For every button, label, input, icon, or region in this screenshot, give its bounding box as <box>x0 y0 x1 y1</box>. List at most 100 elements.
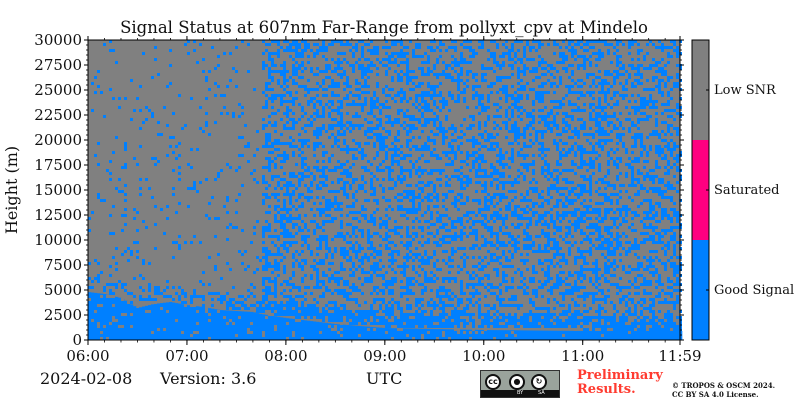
good-signal-cell <box>511 280 514 283</box>
good-signal-cell <box>226 199 229 202</box>
good-signal-cell <box>247 43 250 46</box>
good-signal-cell <box>442 259 445 262</box>
good-signal-cell <box>286 313 289 316</box>
good-signal-cell <box>553 220 556 223</box>
good-signal-cell <box>304 292 307 295</box>
good-signal-cell <box>355 301 358 304</box>
good-signal-cell <box>295 304 298 307</box>
good-signal-cell <box>370 184 373 187</box>
low-snr-cell <box>334 328 337 331</box>
good-signal-cell <box>505 181 508 184</box>
good-signal-cell <box>367 142 370 145</box>
good-signal-cell <box>322 292 325 295</box>
good-signal-cell <box>568 148 571 151</box>
low-snr-cell <box>130 313 133 316</box>
good-signal-column <box>376 327 380 340</box>
good-signal-cell <box>331 313 334 316</box>
good-signal-cell <box>406 304 409 307</box>
good-signal-cell <box>160 208 163 211</box>
good-signal-cell <box>313 298 316 301</box>
good-signal-cell <box>361 256 364 259</box>
good-signal-cell <box>583 109 586 112</box>
good-signal-column <box>331 323 335 340</box>
good-signal-column <box>544 330 548 340</box>
good-signal-cell <box>229 268 232 271</box>
good-signal-cell <box>406 307 409 310</box>
good-signal-cell <box>481 136 484 139</box>
good-signal-cell <box>274 265 277 268</box>
good-signal-cell <box>499 64 502 67</box>
good-signal-cell <box>490 52 493 55</box>
good-signal-cell <box>403 313 406 316</box>
good-signal-cell <box>412 265 415 268</box>
good-signal-cell <box>466 199 469 202</box>
good-signal-cell <box>571 145 574 148</box>
good-signal-cell <box>373 115 376 118</box>
good-signal-cell <box>154 46 157 49</box>
good-signal-cell <box>340 187 343 190</box>
good-signal-cell <box>355 43 358 46</box>
good-signal-cell <box>430 277 433 280</box>
good-signal-cell <box>523 157 526 160</box>
good-signal-cell <box>361 232 364 235</box>
good-signal-cell <box>124 250 127 253</box>
good-signal-cell <box>568 241 571 244</box>
good-signal-cell <box>583 148 586 151</box>
good-signal-column <box>247 311 251 340</box>
good-signal-cell <box>505 121 508 124</box>
good-signal-cell <box>571 64 574 67</box>
good-signal-cell <box>361 52 364 55</box>
good-signal-cell <box>322 55 325 58</box>
good-signal-cell <box>451 238 454 241</box>
good-signal-cell <box>514 325 517 328</box>
good-signal-cell <box>589 40 592 43</box>
good-signal-cell <box>322 172 325 175</box>
good-signal-cell <box>301 76 304 79</box>
good-signal-cell <box>481 106 484 109</box>
good-signal-cell <box>445 184 448 187</box>
good-signal-cell <box>502 250 505 253</box>
good-signal-cell <box>505 124 508 127</box>
good-signal-cell <box>415 100 418 103</box>
good-signal-cell <box>565 310 568 313</box>
good-signal-cell <box>262 232 265 235</box>
good-signal-cell <box>340 208 343 211</box>
good-signal-cell <box>472 49 475 52</box>
good-signal-cell <box>367 199 370 202</box>
good-signal-cell <box>124 223 127 226</box>
good-signal-cell <box>262 247 265 250</box>
good-signal-cell <box>583 160 586 163</box>
good-signal-column <box>550 330 554 340</box>
good-signal-cell <box>511 67 514 70</box>
good-signal-cell <box>484 214 487 217</box>
good-signal-cell <box>151 76 154 79</box>
good-signal-cell <box>385 310 388 313</box>
good-signal-cell <box>199 106 202 109</box>
good-signal-cell <box>313 97 316 100</box>
good-signal-cell <box>268 82 271 85</box>
good-signal-cell <box>139 295 142 298</box>
good-signal-cell <box>271 151 274 154</box>
good-signal-cell <box>262 280 265 283</box>
good-signal-cell <box>286 229 289 232</box>
good-signal-cell <box>355 226 358 229</box>
good-signal-cell <box>283 178 286 181</box>
good-signal-cell <box>538 220 541 223</box>
good-signal-cell <box>124 166 127 169</box>
good-signal-cell <box>187 52 190 55</box>
good-signal-cell <box>103 289 106 292</box>
good-signal-cell <box>577 130 580 133</box>
good-signal-cell <box>277 139 280 142</box>
good-signal-cell <box>274 139 277 142</box>
good-signal-cell <box>271 271 274 274</box>
good-signal-cell <box>529 322 532 325</box>
good-signal-cell <box>331 277 334 280</box>
good-signal-cell <box>325 58 328 61</box>
good-signal-cell <box>517 217 520 220</box>
good-signal-cell <box>412 49 415 52</box>
good-signal-cell <box>550 277 553 280</box>
good-signal-cell <box>298 76 301 79</box>
good-signal-cell <box>298 148 301 151</box>
good-signal-cell <box>313 145 316 148</box>
good-signal-cell <box>523 67 526 70</box>
